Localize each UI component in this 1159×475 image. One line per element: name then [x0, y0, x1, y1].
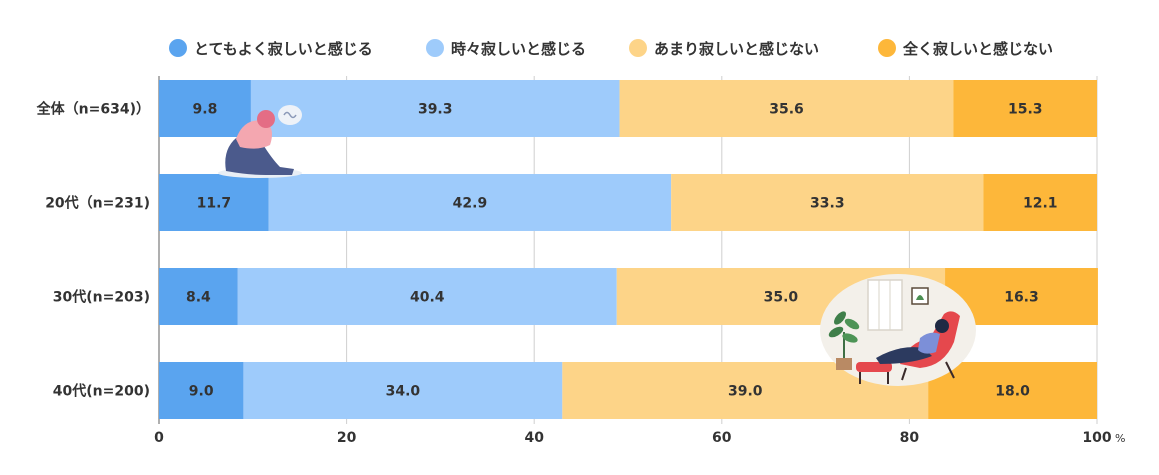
data-label: 42.9: [453, 196, 488, 212]
x-tick-label: 60: [712, 430, 732, 446]
x-tick-label: 0: [154, 430, 164, 446]
category-label: 20代（n=231): [45, 195, 150, 212]
bar-segment: [159, 174, 269, 231]
data-label: 39.0: [728, 384, 763, 400]
data-label: 15.3: [1008, 102, 1043, 118]
data-label: 9.0: [189, 384, 214, 400]
bar-segment: [159, 80, 251, 137]
bars: 9.8 39.3 35.6 15.3 11.7 42.9 33.3 12.1 8.4 40.4 35…: [159, 80, 1098, 419]
data-label: 33.3: [810, 196, 845, 212]
relaxing-person-illustration: [820, 274, 976, 386]
bar-segment: [159, 362, 244, 419]
bar-segment: [671, 174, 984, 231]
bar-segment: [928, 362, 1097, 419]
data-label: 9.8: [193, 102, 218, 118]
sad-person-illustration: [218, 105, 302, 178]
data-label: 18.0: [995, 384, 1030, 400]
data-label: 34.0: [386, 384, 421, 400]
category-label: 30代(n=203): [53, 289, 150, 306]
legend: とてもよく寂しいと感じる 時々寂しいと感じる あまり寂しいと感じない 全く寂しいと感じ…: [169, 39, 1053, 58]
legend-label: 時々寂しいと感じる: [451, 40, 586, 58]
legend-item: とてもよく寂しいと感じる: [169, 39, 373, 58]
bar-segment: [619, 80, 954, 137]
x-tick-label: 80: [900, 430, 920, 446]
bar-segment: [243, 362, 563, 419]
bar-segment: [983, 174, 1097, 231]
legend-marker: [878, 39, 896, 57]
legend-label: あまり寂しいと感じない: [654, 40, 819, 58]
category-label: 40代(n=200): [53, 383, 150, 400]
legend-item: あまり寂しいと感じない: [629, 39, 819, 58]
legend-item: 全く寂しいと感じない: [878, 39, 1053, 58]
legend-marker: [629, 39, 647, 57]
data-label: 12.1: [1023, 196, 1058, 212]
data-label: 40.4: [410, 290, 445, 306]
data-label: 16.3: [1004, 290, 1039, 306]
data-label: 11.7: [197, 196, 232, 212]
x-tick-label: 40: [524, 430, 544, 446]
bar-segment: [953, 80, 1097, 137]
legend-label: 全く寂しいと感じない: [902, 40, 1053, 58]
data-label: 35.6: [769, 102, 804, 118]
data-label: 35.0: [764, 290, 799, 306]
x-tick-label: 20: [337, 430, 357, 446]
bar-segment: [250, 80, 620, 137]
unit-label: %: [1115, 432, 1125, 445]
legend-marker: [426, 39, 444, 57]
x-tick-label: 100: [1082, 430, 1111, 446]
x-axis: 0 20 40 60 80 100%: [154, 430, 1125, 446]
data-label: 39.3: [418, 102, 453, 118]
bar-segment: [159, 268, 238, 325]
bar-segment: [268, 174, 672, 231]
legend-item: 時々寂しいと感じる: [426, 39, 586, 58]
data-label: 8.4: [186, 290, 211, 306]
legend-marker: [169, 39, 187, 57]
row-labels: 全体（n=634)） 20代（n=231) 30代(n=203) 40代(n=200): [36, 101, 150, 400]
bar-segment: [237, 268, 617, 325]
category-label: 全体（n=634)）: [36, 101, 150, 118]
legend-label: とてもよく寂しいと感じる: [194, 40, 373, 58]
